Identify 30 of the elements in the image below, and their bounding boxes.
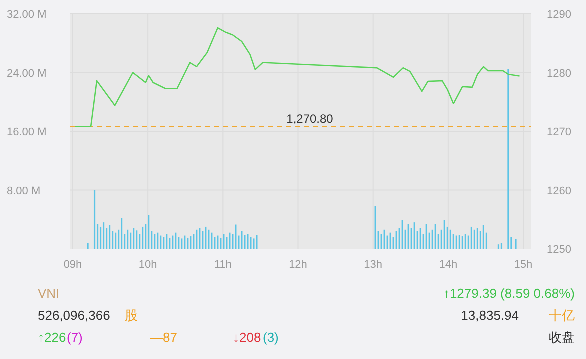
text: 13,835.94 bbox=[461, 308, 519, 323]
y2-tick-label: 1250 bbox=[547, 244, 572, 256]
text: ↑226 bbox=[38, 330, 66, 345]
x-tick-label: 14h bbox=[439, 259, 458, 271]
x-tick-label: 15h bbox=[514, 259, 533, 271]
x-tick-label: 10h bbox=[138, 259, 158, 271]
y-tick-label: 24.00 M bbox=[7, 68, 47, 80]
text: ↑1279.39 (8.59 0.68%) bbox=[443, 286, 575, 301]
x-tick-label: 12h bbox=[289, 259, 308, 271]
text: ↓208 bbox=[233, 330, 262, 345]
y2-tick-label: 1290 bbox=[547, 9, 572, 21]
text: 526,096,366 bbox=[38, 308, 110, 323]
text: VNI bbox=[38, 286, 60, 301]
x-tick-label: 11h bbox=[214, 259, 232, 271]
y2-tick-label: 1270 bbox=[547, 126, 572, 138]
text: (3) bbox=[263, 330, 279, 345]
y2-tick-label: 1260 bbox=[547, 185, 572, 198]
y-tick-label: 8.00 M bbox=[7, 185, 41, 198]
x-tick-label: 13h bbox=[364, 259, 383, 271]
y2-tick-label: 1280 bbox=[547, 68, 572, 80]
x-tick-label: 09h bbox=[64, 259, 82, 271]
ref-line-label: 1,270.80 bbox=[286, 112, 334, 126]
line-series bbox=[74, 27, 520, 128]
y-tick-label: 32.00 M bbox=[7, 9, 47, 21]
y-tick-label: 16.00 M bbox=[7, 126, 47, 138]
text: (7) bbox=[67, 330, 83, 345]
text: 十亿 bbox=[549, 308, 575, 323]
text: —87 bbox=[150, 330, 178, 345]
text: 股 bbox=[125, 308, 138, 323]
text: 收盘 bbox=[549, 330, 575, 345]
